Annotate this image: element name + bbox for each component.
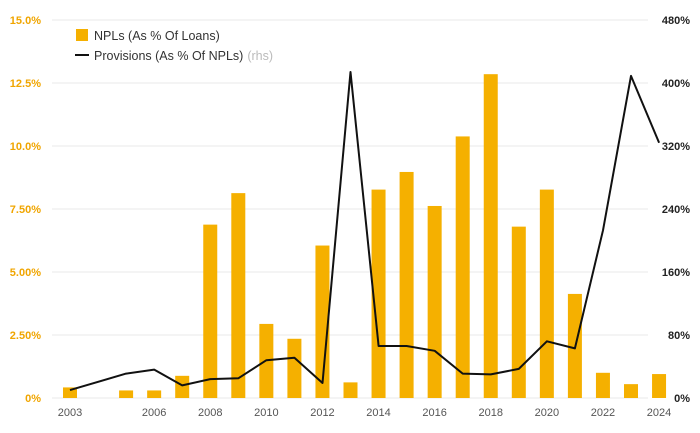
line-layer [69, 71, 661, 392]
y-left-tick-label: 12.5% [10, 78, 41, 90]
y-left-tick-label: 0% [25, 393, 41, 405]
bar-npl [399, 171, 414, 398]
bar-npl [427, 205, 442, 398]
bar-npl [147, 390, 162, 398]
y-right-tick-label: 320% [662, 141, 690, 153]
y-right-tick-label: 0% [674, 393, 690, 405]
bar-npl [287, 338, 302, 398]
legend-swatch-npl [76, 29, 88, 41]
axis-layer: 0% 2.50% 5.00% 7.50% 10.0% 12.5% 15.0% 0% 80% 160… [10, 15, 690, 419]
bar-npl [203, 224, 218, 398]
bar-npl [624, 384, 638, 398]
bar-npl [483, 74, 498, 399]
bar-npl [231, 193, 246, 398]
legend-label-provisions-text: Provisions (As % Of NPLs) [94, 49, 243, 63]
legend-label-provisions: Provisions (As % Of NPLs) (rhs) [94, 49, 273, 63]
bar-npl [343, 382, 358, 398]
y-right-tick-label: 240% [662, 204, 690, 216]
y-right-tick-label: 480% [662, 15, 690, 27]
y-left-tick-label: 5.00% [10, 267, 41, 279]
x-tick-label: 2014 [366, 407, 390, 419]
x-tick-label: 2024 [647, 407, 671, 419]
legend-label-npl: NPLs (As % Of Loans) [94, 29, 220, 43]
bar-layer [63, 74, 667, 399]
x-tick-label: 2006 [142, 407, 166, 419]
bar-npl [539, 189, 554, 398]
bar-npl [455, 136, 470, 398]
bar-npl [315, 245, 330, 398]
y-left-tick-label: 7.50% [10, 204, 41, 216]
x-tick-label: 2008 [198, 407, 222, 419]
y-right-tick-label: 400% [662, 78, 690, 90]
line-provisions [69, 71, 661, 392]
legend-label-provisions-suffix: (rhs) [247, 49, 273, 63]
y-right-tick-label: 160% [662, 267, 690, 279]
y-left-tick-label: 10.0% [10, 141, 41, 153]
x-tick-label: 2022 [591, 407, 615, 419]
x-tick-label: 2020 [535, 407, 559, 419]
x-tick-label: 2018 [479, 407, 503, 419]
bar-npl [63, 387, 77, 398]
legend: NPLs (As % Of Loans) Provisions (As % Of… [75, 29, 273, 63]
y-right-tick-label: 80% [668, 330, 690, 342]
bar-npl [652, 374, 667, 398]
bar-npl [175, 375, 190, 398]
bar-npl [119, 390, 134, 398]
x-tick-label: 2010 [254, 407, 278, 419]
x-tick-label: 2003 [58, 407, 82, 419]
y-left-tick-label: 2.50% [10, 330, 41, 342]
bar-npl [511, 226, 526, 398]
x-tick-label: 2016 [422, 407, 446, 419]
y-left-tick-label: 15.0% [10, 15, 41, 27]
x-tick-label: 2012 [310, 407, 334, 419]
bar-npl [595, 372, 610, 398]
